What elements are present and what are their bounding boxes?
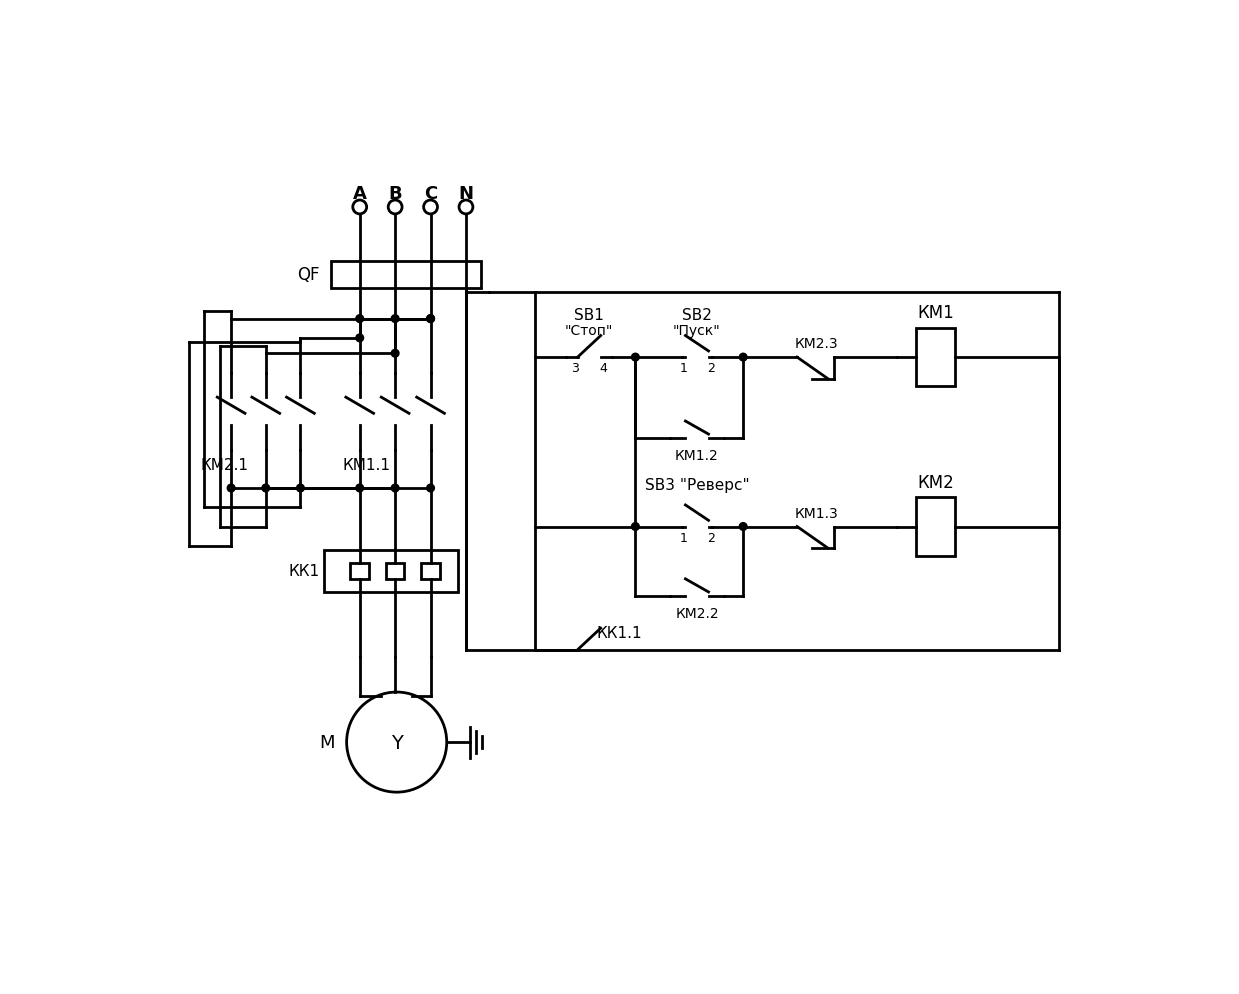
Text: 4: 4 <box>600 362 607 375</box>
Bar <box>421 564 440 580</box>
Circle shape <box>296 485 305 492</box>
Text: КМ1.2: КМ1.2 <box>675 448 719 462</box>
Text: 2: 2 <box>707 531 715 545</box>
Circle shape <box>356 485 363 492</box>
Bar <box>385 564 404 580</box>
Circle shape <box>632 354 639 362</box>
Text: "Пуск": "Пуск" <box>673 324 721 338</box>
Bar <box>351 564 369 580</box>
Text: 3: 3 <box>571 362 580 375</box>
Circle shape <box>392 485 399 492</box>
Circle shape <box>392 350 399 358</box>
Circle shape <box>426 485 435 492</box>
Circle shape <box>740 523 747 531</box>
Text: 1: 1 <box>679 531 688 545</box>
Text: КМ1: КМ1 <box>917 304 954 322</box>
Text: Y: Y <box>390 733 403 751</box>
Text: 2: 2 <box>707 362 715 375</box>
Text: C: C <box>424 185 437 203</box>
Text: N: N <box>458 185 473 203</box>
Text: 1: 1 <box>679 362 688 375</box>
Text: B: B <box>388 185 401 203</box>
Circle shape <box>356 335 363 342</box>
Bar <box>917 498 955 557</box>
Circle shape <box>227 485 235 492</box>
Circle shape <box>261 485 270 492</box>
Bar <box>323 550 458 592</box>
Bar <box>331 261 482 288</box>
Text: SB3 "Реверс": SB3 "Реверс" <box>644 477 750 492</box>
Circle shape <box>632 523 639 531</box>
Text: "Стоп": "Стоп" <box>565 324 613 338</box>
Circle shape <box>426 315 435 323</box>
Text: КМ2: КМ2 <box>917 473 954 491</box>
Text: КМ2.3: КМ2.3 <box>794 337 838 351</box>
Text: КК1.1: КК1.1 <box>597 625 643 640</box>
Text: КМ1.3: КМ1.3 <box>794 506 839 520</box>
Text: КК1: КК1 <box>289 564 320 579</box>
Circle shape <box>356 315 363 323</box>
Text: SB2: SB2 <box>681 308 712 323</box>
Text: КМ2.2: КМ2.2 <box>675 606 719 620</box>
Text: КМ1.1: КМ1.1 <box>343 458 390 473</box>
Circle shape <box>392 315 399 323</box>
Text: SB1: SB1 <box>574 308 605 323</box>
Text: A: A <box>353 185 367 203</box>
Circle shape <box>426 315 435 323</box>
Text: QF: QF <box>297 265 320 283</box>
Text: М: М <box>320 734 335 751</box>
Bar <box>917 328 955 387</box>
Circle shape <box>740 354 747 362</box>
Text: КМ2.1: КМ2.1 <box>201 458 248 473</box>
